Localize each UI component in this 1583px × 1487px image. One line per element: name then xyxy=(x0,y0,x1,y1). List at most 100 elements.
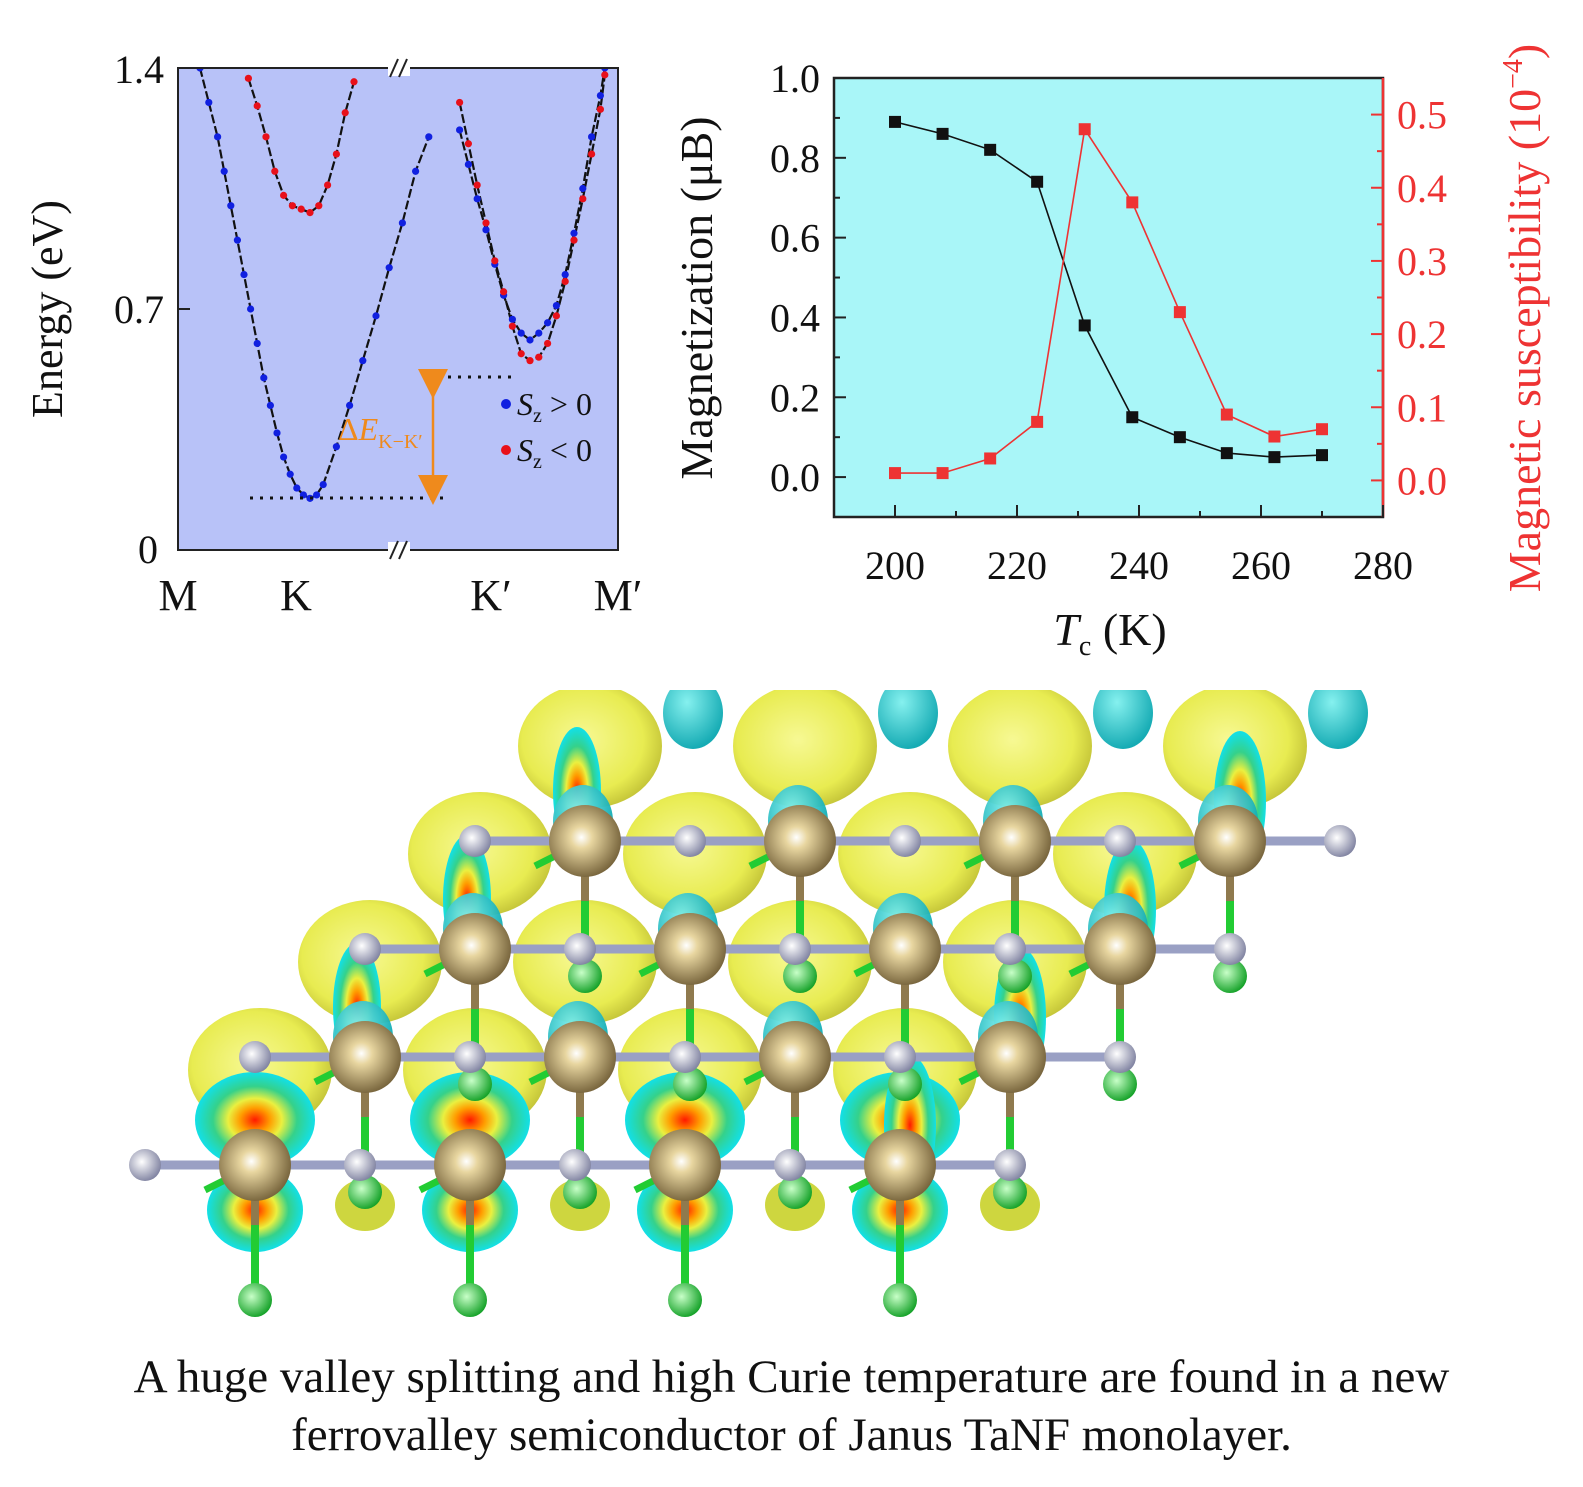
f-atom xyxy=(348,1175,382,1209)
n-atom xyxy=(349,933,381,965)
band-point-spin-up xyxy=(247,305,255,313)
band-point-spin-up xyxy=(233,236,241,244)
axis-break-bottom xyxy=(388,540,410,560)
band-point-spin-down xyxy=(482,219,490,227)
mag-xtick-label: 260 xyxy=(1231,543,1291,588)
band-point-spin-down xyxy=(262,133,270,141)
charge-cut-front xyxy=(410,1072,530,1168)
mag-ylabel2: Magnetic susceptibility (10−4) xyxy=(1498,44,1550,592)
legend-label-spin-up: Sz > 0 xyxy=(517,386,592,427)
ta-atom xyxy=(974,1021,1046,1093)
band-point-spin-down xyxy=(517,350,525,358)
gap-label: ΔEK−K′ xyxy=(338,411,423,453)
kpoint-K-prime: K′ xyxy=(470,571,511,620)
series-marker-magnetization xyxy=(984,143,997,156)
series-marker-susceptibility xyxy=(1126,196,1139,209)
charge-lobe-upper xyxy=(948,690,1092,808)
charge-lobe-cyan xyxy=(878,690,938,749)
band-point-spin-down xyxy=(579,195,587,203)
band-point-spin-down xyxy=(561,277,569,286)
n-atom xyxy=(669,1041,701,1073)
band-point-spin-up xyxy=(464,160,472,168)
kpoint-M-prime: M′ xyxy=(594,571,643,620)
mag-ytick-label: 0.2 xyxy=(770,375,820,420)
band-point-spin-up xyxy=(319,480,327,489)
band-point-spin-up xyxy=(535,329,543,337)
series-marker-susceptibility xyxy=(1220,408,1233,421)
kpoint-M: M xyxy=(158,571,197,620)
mag-ytick-label: 1.0 xyxy=(770,56,820,101)
charge-lobe-cyan xyxy=(663,690,723,749)
series-marker-susceptibility xyxy=(984,452,997,465)
band-point-spin-down xyxy=(464,140,472,148)
n-atom xyxy=(884,1041,916,1073)
ta-atom xyxy=(979,805,1051,877)
band-point-spin-up xyxy=(588,133,596,141)
series-marker-magnetization xyxy=(1031,175,1044,188)
band-point-spin-up xyxy=(260,374,268,382)
n-atom xyxy=(779,933,811,965)
band-point-spin-down xyxy=(588,150,596,158)
mag-ytick-label: 0.8 xyxy=(770,136,820,181)
series-marker-magnetization xyxy=(936,127,949,140)
f-atom xyxy=(1103,1067,1137,1101)
band-point-spin-up xyxy=(579,184,587,193)
series-marker-magnetization xyxy=(1220,447,1233,460)
band-point-spin-up xyxy=(517,329,525,337)
ta-atom xyxy=(1194,805,1266,877)
band-point-spin-up xyxy=(346,401,354,409)
mag-ytick-label: 0.4 xyxy=(770,295,820,340)
band-point-spin-down xyxy=(508,322,516,330)
n-atom xyxy=(239,1041,271,1073)
n-atom xyxy=(1104,1041,1136,1073)
band-point-spin-up xyxy=(293,484,301,492)
series-marker-magnetization xyxy=(889,115,901,128)
mag-y2tick-label: 0.5 xyxy=(1397,93,1447,138)
band-point-spin-up xyxy=(473,195,481,203)
band-ytick-0: 0 xyxy=(138,527,158,572)
series-marker-magnetization xyxy=(1173,431,1186,444)
band-point-spin-up xyxy=(526,336,534,344)
band-ytick-1.4: 1.4 xyxy=(114,47,164,92)
mag-y2tick-label: 0.4 xyxy=(1397,166,1447,211)
f-atom xyxy=(998,959,1032,993)
band-point-spin-up xyxy=(313,491,321,499)
n-atom xyxy=(994,1149,1026,1181)
band-point-spin-up xyxy=(552,301,561,310)
series-line-magnetization xyxy=(894,121,1323,458)
n-atom xyxy=(774,1149,806,1181)
band-point-spin-down xyxy=(324,181,332,189)
ta-atom xyxy=(759,1021,831,1093)
band-structure-chart: ΔEK−K′ 0 0.7 1.4 Energy (eV) M K K′ M′ S… xyxy=(23,47,643,620)
band-point-spin-down xyxy=(535,353,543,361)
band-point-spin-up xyxy=(456,126,464,134)
band-point-spin-down xyxy=(473,181,481,189)
caption-line-1: A huge valley splitting and high Curie t… xyxy=(133,1351,1450,1403)
axis-break-top xyxy=(388,58,410,78)
f-atom xyxy=(993,1175,1027,1209)
ta-atom xyxy=(329,1021,401,1093)
f-atom xyxy=(568,959,602,993)
mag-y2tick-label: 0.0 xyxy=(1397,458,1447,503)
series-marker-susceptibility xyxy=(1268,430,1281,443)
series-marker-magnetization xyxy=(1268,451,1281,464)
ta-atom xyxy=(544,1021,616,1093)
band-point-spin-down xyxy=(544,339,552,348)
band-point-spin-up xyxy=(273,429,281,437)
valley-gap-annotation: ΔEK−K′ xyxy=(250,369,512,505)
band-points xyxy=(196,68,609,502)
band-point-spin-down xyxy=(253,102,261,110)
f-atom xyxy=(778,1175,812,1209)
mag-xtick-label: 220 xyxy=(987,543,1047,588)
band-point-spin-down xyxy=(297,205,305,213)
band-point-spin-down xyxy=(570,236,578,244)
mag-y2tick-label: 0.1 xyxy=(1397,385,1447,430)
mag-y2tick-label: 0.3 xyxy=(1397,239,1447,284)
band-point-spin-up xyxy=(227,202,235,210)
f-atom xyxy=(453,1283,487,1317)
series-marker-magnetization xyxy=(1078,319,1091,332)
series-marker-susceptibility xyxy=(1031,415,1044,428)
band-point-spin-down xyxy=(491,257,499,265)
f-atom xyxy=(668,1283,702,1317)
band-point-spin-down xyxy=(306,209,314,217)
